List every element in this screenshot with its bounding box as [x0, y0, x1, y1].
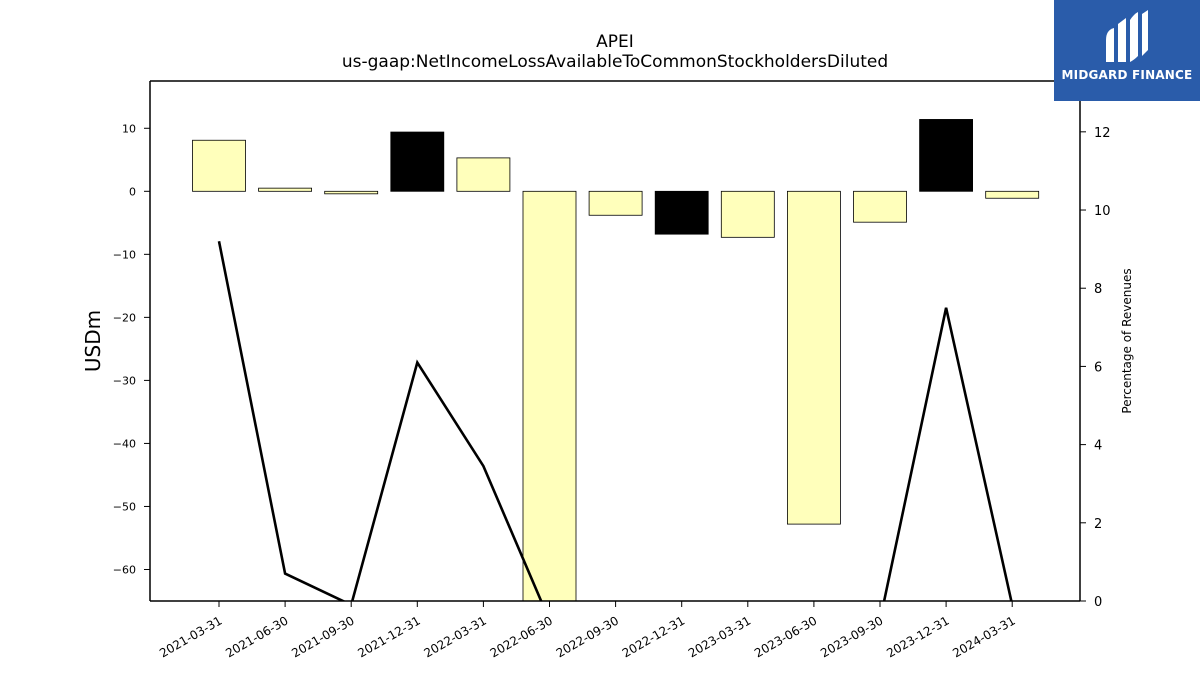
y2-tick-label: 6 [1094, 360, 1102, 375]
bar-2023-12-31 [919, 119, 973, 192]
y-tick-label: −50 [113, 500, 136, 513]
y2-tick-label: 2 [1094, 517, 1102, 532]
y-axis-label: USDm [81, 310, 105, 372]
x-tick-label: 2022-09-30 [554, 613, 621, 660]
x-tick-label: 2021-06-30 [223, 613, 290, 660]
brand-logo: MIDGARD FINANCE [1054, 0, 1200, 101]
y-tick-label: −40 [113, 437, 136, 450]
y2-tick-label: 4 [1094, 439, 1102, 454]
x-tick-label: 2022-12-31 [620, 613, 687, 660]
x-tick-label: 2022-06-30 [488, 613, 555, 660]
chart-subtitle: us-gaap:NetIncomeLossAvailableToCommonSt… [341, 52, 889, 72]
y2-tick-label: 10 [1094, 204, 1111, 219]
logo-mark-icon [1106, 10, 1148, 62]
x-tick-label: 2023-06-30 [752, 613, 819, 660]
bar-2021-06-30 [258, 187, 313, 192]
y-tick-label: −20 [113, 311, 136, 324]
y-tick-label: 10 [122, 122, 136, 135]
bar-2024-03-31 [985, 190, 1040, 199]
bar-2022-09-30 [588, 190, 643, 216]
bar-2022-12-31 [654, 190, 709, 235]
chart-title: APEI [596, 32, 634, 52]
y2-tick-label: 0 [1094, 595, 1102, 610]
bar-2022-06-30 [522, 190, 577, 601]
x-tick-label: 2021-03-31 [157, 613, 224, 660]
x-tick-label: 2021-09-30 [289, 613, 356, 660]
y-tick-label: −10 [113, 248, 136, 261]
bar-2023-03-31 [720, 190, 775, 238]
x-tick-label: 2022-03-31 [421, 613, 488, 660]
x-tick-label: 2023-03-31 [686, 613, 753, 660]
bar-2021-03-31 [192, 139, 246, 192]
bar-2021-09-30 [324, 190, 379, 195]
y2-tick-label: 12 [1094, 126, 1111, 141]
bar-2023-09-30 [853, 190, 907, 223]
y-tick-label: 0 [129, 185, 136, 198]
bar-2023-06-30 [787, 190, 841, 525]
y-tick-label: −60 [113, 563, 136, 576]
y2-tick-label: 8 [1094, 282, 1102, 297]
x-tick-label: 2023-12-31 [884, 613, 951, 660]
x-tick-label: 2021-12-31 [355, 613, 422, 660]
x-tick-label: 2023-09-30 [818, 613, 885, 660]
logo-text: MIDGARD FINANCE [1061, 68, 1193, 82]
bar-2021-12-31 [390, 131, 445, 192]
y2-axis-label: Percentage of Revenues [1120, 268, 1134, 413]
x-tick-label: 2024-03-31 [950, 613, 1017, 660]
line-series-0 [217, 241, 1013, 601]
bar-2022-03-31 [456, 157, 511, 192]
y-tick-label: −30 [113, 374, 136, 387]
